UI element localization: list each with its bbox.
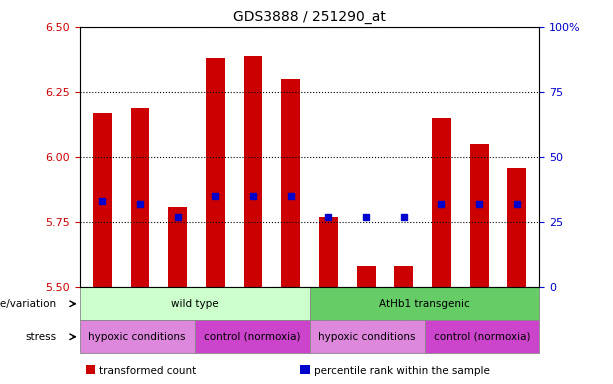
Bar — [168, 207, 187, 287]
Bar — [357, 266, 376, 287]
Text: genotype/variation: genotype/variation — [0, 299, 56, 309]
Bar — [93, 113, 112, 287]
Title: GDS3888 / 251290_at: GDS3888 / 251290_at — [233, 10, 386, 25]
Bar — [470, 144, 489, 287]
Bar — [432, 118, 451, 287]
FancyBboxPatch shape — [80, 287, 310, 320]
Bar — [319, 217, 338, 287]
Text: percentile rank within the sample: percentile rank within the sample — [314, 366, 490, 376]
Text: hypoxic conditions: hypoxic conditions — [88, 332, 186, 342]
Text: transformed count: transformed count — [99, 366, 197, 376]
FancyBboxPatch shape — [80, 320, 195, 353]
Bar — [131, 108, 150, 287]
FancyBboxPatch shape — [310, 320, 424, 353]
Bar — [394, 266, 413, 287]
Bar — [206, 58, 225, 287]
Text: AtHb1 transgenic: AtHb1 transgenic — [379, 299, 470, 309]
Text: hypoxic conditions: hypoxic conditions — [318, 332, 416, 342]
Bar — [243, 56, 262, 287]
Text: stress: stress — [26, 332, 56, 342]
FancyBboxPatch shape — [195, 320, 310, 353]
Text: control (normoxia): control (normoxia) — [204, 332, 300, 342]
Text: control (normoxia): control (normoxia) — [434, 332, 530, 342]
Bar — [508, 167, 526, 287]
FancyBboxPatch shape — [424, 320, 539, 353]
FancyBboxPatch shape — [310, 287, 539, 320]
Bar — [281, 79, 300, 287]
Text: wild type: wild type — [171, 299, 218, 309]
